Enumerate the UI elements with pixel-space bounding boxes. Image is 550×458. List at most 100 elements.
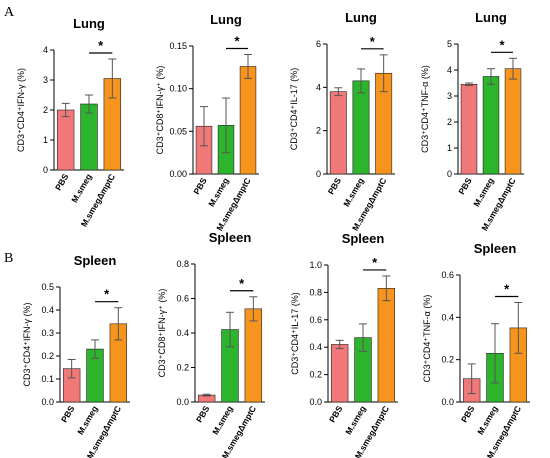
significance-star: * xyxy=(372,255,378,270)
y-tick-label: 1 xyxy=(43,135,48,145)
y-tick-label: 2 xyxy=(316,126,321,136)
y-tick-label: 0.05 xyxy=(169,126,187,136)
y-tick-label: 4 xyxy=(316,82,321,92)
significance-star: * xyxy=(239,276,245,291)
bar-pbs xyxy=(56,109,75,171)
y-axis-label: CD3⁺CD4⁺TNF-α (%) xyxy=(420,65,430,153)
y-axis-label: CD3⁺CD4⁺IL-17 (%) xyxy=(289,68,299,151)
y-tick-label: 0.8 xyxy=(309,287,322,297)
bar-pbs xyxy=(329,91,347,175)
y-axis-label: CD3⁺CD4⁺IFN-γ (%) xyxy=(16,68,26,152)
x-category-label: M.smeg xyxy=(210,404,234,436)
x-category-label: PBS xyxy=(191,176,209,196)
y-tick-label: 0.2 xyxy=(309,370,322,380)
x-category-label: PBS xyxy=(194,404,212,424)
bar-msmeg xyxy=(352,80,370,175)
chart-title: Lung xyxy=(345,10,377,25)
bar-pbs xyxy=(330,344,349,403)
y-tick-label: 0.0 xyxy=(441,397,454,407)
significance-star: * xyxy=(98,38,104,53)
y-tick-label: 0.4 xyxy=(176,328,189,338)
x-category-label: M.smeg xyxy=(475,404,499,436)
x-category-label: PBS xyxy=(326,176,344,196)
y-tick-label: 0.2 xyxy=(41,351,54,361)
bar-msmeg xyxy=(482,76,500,175)
panel-label-b: B xyxy=(4,251,13,266)
chart-5: Spleen 0.0 0.1 0.2 0.3 0.4 0.5 CD3⁺CD4⁺IFN-γ (%… xyxy=(22,253,130,458)
y-tick-label: 0.10 xyxy=(169,84,187,94)
x-category-label: M.smeg xyxy=(69,172,93,204)
y-tick-label: 0.4 xyxy=(309,342,322,352)
bar-pbs xyxy=(460,84,478,175)
significance-star: * xyxy=(504,282,510,297)
y-tick-label: 1 xyxy=(447,143,452,153)
x-category-label: M.smeg xyxy=(75,404,99,436)
y-tick-label: 0.4 xyxy=(41,305,54,315)
y-tick-label: 0.2 xyxy=(176,363,189,373)
x-category-label: PBS xyxy=(53,172,71,192)
y-tick-label: 0.2 xyxy=(441,355,454,365)
chart-title: Spleen xyxy=(342,231,385,246)
y-tick-label: 4 xyxy=(43,45,48,55)
y-tick-label: 2 xyxy=(43,105,48,115)
chart-title: Lung xyxy=(73,16,105,31)
y-axis-label: CD3⁺CD4⁺IFN-γ (%) xyxy=(22,302,32,386)
y-tick-label: 3 xyxy=(43,75,48,85)
y-tick-label: 0.6 xyxy=(176,294,189,304)
y-tick-label: 0.0 xyxy=(41,397,54,407)
x-category-label: PBS xyxy=(456,176,474,196)
y-tick-label: 0 xyxy=(316,169,321,179)
bar-msmeg xyxy=(80,103,98,171)
chart-8: Spleen 0.0 0.2 0.4 0.6 CD3⁺CD4⁺TNF-α (%) PBSM.… xyxy=(422,241,530,458)
significance-star: * xyxy=(234,34,240,49)
chart-2: Lung 0.00 0.05 0.10 0.15 CD3⁺CD8⁺IFN-γ⁺ (%) PB… xyxy=(155,12,259,233)
y-axis-label: CD3⁺CD8⁺IFN-γ⁺ (%) xyxy=(155,66,165,155)
y-tick-label: 0.1 xyxy=(41,374,54,384)
significance-star: * xyxy=(370,34,376,49)
y-axis-label: CD3⁺CD4⁺IL-17 (%) xyxy=(290,292,300,375)
significance-star: * xyxy=(104,287,110,302)
y-tick-label: 2 xyxy=(447,117,452,127)
significance-star: * xyxy=(499,37,505,52)
chart-title: Spleen xyxy=(474,241,517,256)
y-tick-label: 0.6 xyxy=(441,270,454,280)
panel-label-a: A xyxy=(4,5,15,20)
bar-mutant xyxy=(244,308,263,403)
x-category-label: PBS xyxy=(59,404,77,424)
chart-title: Lung xyxy=(210,12,242,27)
y-tick-label: 0.3 xyxy=(41,328,54,338)
y-axis-label: CD3⁺CD8⁺IFN-γ⁺ (%) xyxy=(157,289,167,378)
y-tick-label: 0.0 xyxy=(309,397,322,407)
x-category-label: M.smeg xyxy=(343,404,367,436)
chart-7: Spleen 0.0 0.2 0.4 0.6 0.8 1.0 CD3⁺CD4⁺IL-17 (%… xyxy=(290,231,398,458)
chart-title: Lung xyxy=(475,10,507,25)
x-category-label: PBS xyxy=(327,404,345,424)
y-axis-label: CD3⁺CD4⁺TNF-α (%) xyxy=(422,295,432,383)
y-tick-label: 0.8 xyxy=(176,259,189,269)
y-tick-label: 6 xyxy=(316,39,321,49)
y-tick-label: 0 xyxy=(447,169,452,179)
y-tick-label: 5 xyxy=(447,39,452,49)
y-tick-label: 0.00 xyxy=(169,169,187,179)
y-tick-label: 0.4 xyxy=(441,312,454,322)
bar-mutant xyxy=(377,287,396,403)
bar-mutant xyxy=(504,68,522,175)
x-category-label: M.smeg xyxy=(341,176,365,208)
y-tick-label: 0.0 xyxy=(176,397,189,407)
y-tick-label: 3 xyxy=(447,91,452,101)
y-tick-label: 0.6 xyxy=(309,315,322,325)
chart-6: Spleen 0.0 0.2 0.4 0.6 0.8 CD3⁺CD8⁺IFN-γ⁺ (%) P… xyxy=(157,230,265,458)
y-tick-label: 1.0 xyxy=(309,260,322,270)
y-tick-label: 0.15 xyxy=(169,41,187,51)
chart-title: Spleen xyxy=(74,253,117,268)
x-category-label: PBS xyxy=(459,404,477,424)
bar-mutant xyxy=(239,66,257,175)
y-tick-label: 0 xyxy=(43,165,48,175)
y-tick-label: 4 xyxy=(447,65,452,75)
y-tick-label: 0.5 xyxy=(41,282,54,292)
